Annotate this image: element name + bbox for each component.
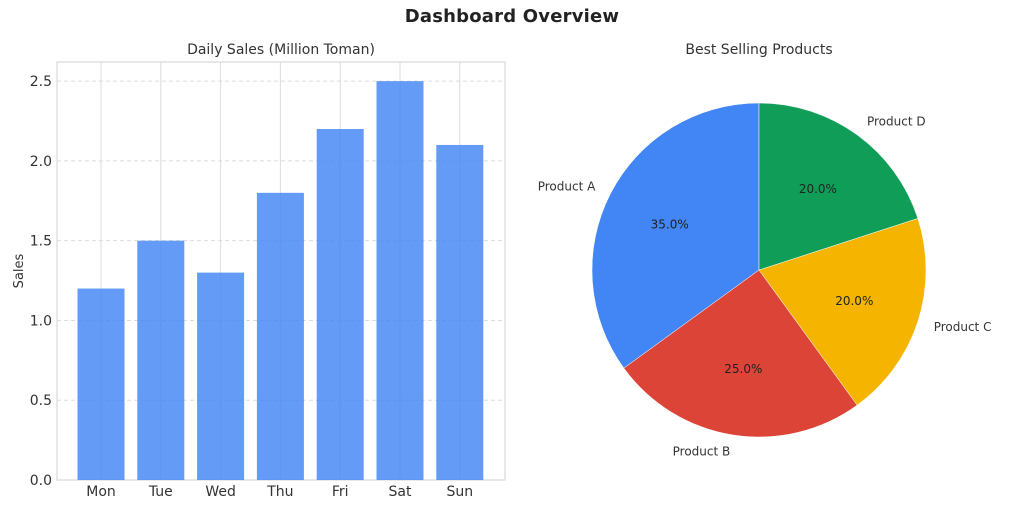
bar-y-ticks: 0.0 0.5 1.0 1.5 2.0 2.5: [30, 74, 52, 489]
pie-slice-product-a: [591, 102, 760, 369]
pie-percent-label: 35.0%: [651, 218, 689, 232]
pie-chart: Best Selling Products 35.0% Product A 25.0…: [538, 42, 992, 458]
bar-chart: Daily Sales (Million Toman) Mon Tue Wed Thu…: [12, 42, 506, 500]
pie-chart-title: Best Selling Products: [685, 42, 832, 58]
pie-slice-label: Product D: [867, 114, 926, 128]
bar-x-ticks: Mon Tue Wed Thu Fri Sat Sun: [86, 484, 473, 500]
bar-y-tick-label: 0.0: [30, 473, 52, 489]
dashboard-title: Dashboard Overview: [404, 6, 620, 27]
bar-y-tick-label: 1.5: [30, 234, 52, 250]
bar-y-tick-label: 2.0: [30, 154, 52, 170]
pie-slice-label: Product C: [934, 320, 992, 334]
bar-y-tick-label: 2.5: [30, 74, 52, 90]
bar-x-tick-label: Mon: [86, 484, 116, 500]
bar-x-tick-label: Sat: [389, 484, 412, 500]
pie-slice-product-b: [623, 269, 858, 438]
bar-x-tick-label: Sun: [446, 484, 473, 500]
bar-wed: [197, 272, 245, 480]
pie-slice-label: Product A: [538, 180, 596, 194]
bar-fri: [316, 129, 364, 480]
pie-percent-label: 20.0%: [835, 294, 873, 308]
pie-slice-product-d: [758, 102, 919, 271]
bar-tue: [137, 240, 185, 480]
bar-x-tick-label: Wed: [205, 484, 236, 500]
bar-x-tick-label: Tue: [148, 484, 173, 500]
bar-sat: [376, 81, 424, 481]
bar-y-tick-label: 0.5: [30, 393, 52, 409]
pie-slice-product-c: [758, 218, 927, 406]
bar-series: [77, 81, 484, 481]
bar-y-axis-label: Sales: [12, 253, 27, 288]
bar-chart-title: Daily Sales (Million Toman): [187, 42, 375, 58]
pie-slices: [591, 102, 927, 438]
bar-x-tick-label: Thu: [266, 484, 293, 500]
pie-slice-label: Product B: [673, 444, 731, 458]
bar-mon: [77, 288, 125, 480]
pie-percent-label: 25.0%: [724, 362, 762, 376]
bar-thu: [256, 192, 304, 480]
bar-x-tick-label: Fri: [332, 484, 349, 500]
pie-labels: 35.0% Product A 25.0% Product B 20.0% Product…: [538, 114, 992, 458]
bar-sun: [436, 144, 484, 480]
bar-y-tick-label: 1.0: [30, 313, 52, 329]
pie-percent-label: 20.0%: [799, 182, 837, 196]
